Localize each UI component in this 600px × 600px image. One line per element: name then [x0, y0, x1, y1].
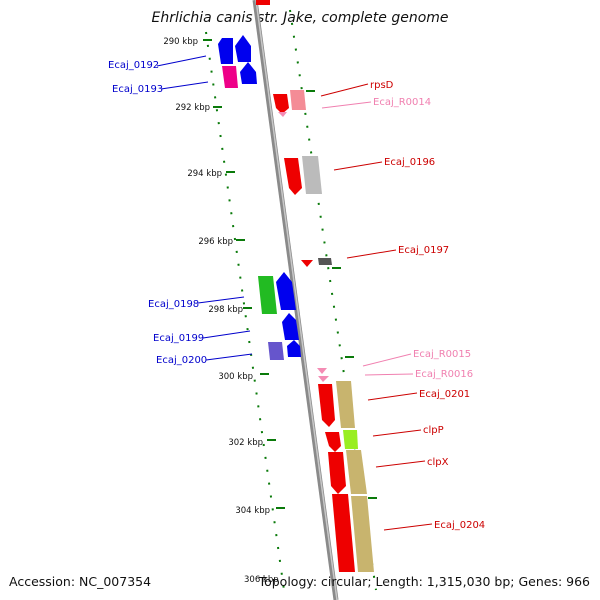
- top-cutoff-feature: [256, 0, 270, 5]
- label-ecaj-0199[interactable]: Ecaj_0199: [153, 333, 204, 344]
- gene-ecaj-0199[interactable]: [282, 313, 299, 340]
- scale-ticks: 290 kbp 292 kbp 294 kbp 296 kbp 298 kbp …: [163, 37, 377, 585]
- label-ecaj-r0015[interactable]: Ecaj_R0015: [413, 349, 471, 360]
- accession-label: Accession: NC_007354: [9, 574, 152, 589]
- gene-clpP-lime[interactable]: [343, 430, 358, 449]
- tick-label: 306 kbp: [244, 575, 279, 585]
- gene-ecaj-0193b[interactable]: [240, 62, 257, 84]
- label-ecaj-0201[interactable]: Ecaj_0201: [419, 389, 470, 400]
- gene-clpX[interactable]: [328, 452, 346, 494]
- label-ecaj-0198[interactable]: Ecaj_0198: [148, 299, 199, 310]
- tick-label: 304 kbp: [235, 506, 270, 516]
- gene-ecaj-r0015: [317, 368, 327, 374]
- gene-ecaj-0193[interactable]: [222, 66, 238, 88]
- tick-label: 300 kbp: [218, 372, 253, 382]
- gene-ecaj-0200[interactable]: [268, 342, 284, 360]
- tick-label: 290 kbp: [163, 37, 198, 47]
- label-ecaj-r0014[interactable]: Ecaj_R0014: [373, 97, 431, 108]
- gene-ecaj-0192[interactable]: [218, 38, 233, 64]
- gene-rpsD[interactable]: [273, 94, 289, 114]
- gene-ecaj-0200b[interactable]: [287, 340, 301, 357]
- label-clpX[interactable]: clpX: [427, 457, 449, 468]
- gene-ecaj-r0016: [318, 376, 329, 382]
- gene-clpX-khaki[interactable]: [346, 450, 367, 494]
- gene-ecaj-0196-grey[interactable]: [302, 156, 322, 194]
- label-ecaj-0200[interactable]: Ecaj_0200: [156, 355, 207, 366]
- gene-ecaj-0204[interactable]: [332, 494, 355, 572]
- gene-ecaj-0201[interactable]: [318, 384, 335, 427]
- label-rpsD[interactable]: rpsD: [370, 80, 394, 91]
- gene-ecaj-0201-khaki[interactable]: [336, 381, 355, 428]
- gene-ecaj-0192b[interactable]: [235, 35, 251, 62]
- gene-ecaj-0197[interactable]: [301, 260, 313, 267]
- label-ecaj-0196[interactable]: Ecaj_0196: [384, 157, 435, 168]
- genome-backbone: [252, 0, 339, 600]
- gene-labels: Ecaj_0192 Ecaj_0193 rpsD Ecaj_R0014 Ecaj…: [108, 55, 485, 531]
- label-ecaj-0193[interactable]: Ecaj_0193: [112, 84, 163, 95]
- minus-strand-genes: [218, 35, 301, 360]
- tick-label: 294 kbp: [187, 169, 222, 179]
- tick-label: 296 kbp: [198, 237, 233, 247]
- gene-ecaj-0196[interactable]: [284, 158, 302, 195]
- map-title: Ehrlichia canis str. Jake, complete geno…: [151, 10, 449, 26]
- left-dotted-track: [205, 31, 285, 591]
- tick-label: 298 kbp: [208, 305, 243, 315]
- gene-ecaj-0204-khaki[interactable]: [351, 496, 374, 572]
- tick-label: 292 kbp: [175, 103, 210, 113]
- gene-ecaj-0197b[interactable]: [318, 258, 332, 265]
- gene-rpsD-neighbour[interactable]: [290, 90, 306, 110]
- gene-ecaj-r0014: [278, 112, 287, 117]
- gene-ecaj-0198[interactable]: [258, 276, 277, 314]
- tick-label: 302 kbp: [228, 438, 263, 448]
- label-ecaj-0192[interactable]: Ecaj_0192: [108, 60, 159, 71]
- genome-summary: Topology: circular; Length: 1,315,030 bp…: [258, 574, 590, 589]
- label-clpP[interactable]: clpP: [423, 425, 444, 436]
- label-ecaj-0197[interactable]: Ecaj_0197: [398, 245, 449, 256]
- label-ecaj-r0016[interactable]: Ecaj_R0016: [415, 369, 473, 380]
- label-ecaj-0204[interactable]: Ecaj_0204: [434, 520, 485, 531]
- gene-ecaj-0198b[interactable]: [276, 272, 296, 310]
- plus-strand-genes: [273, 90, 374, 572]
- gene-clpP[interactable]: [325, 432, 341, 452]
